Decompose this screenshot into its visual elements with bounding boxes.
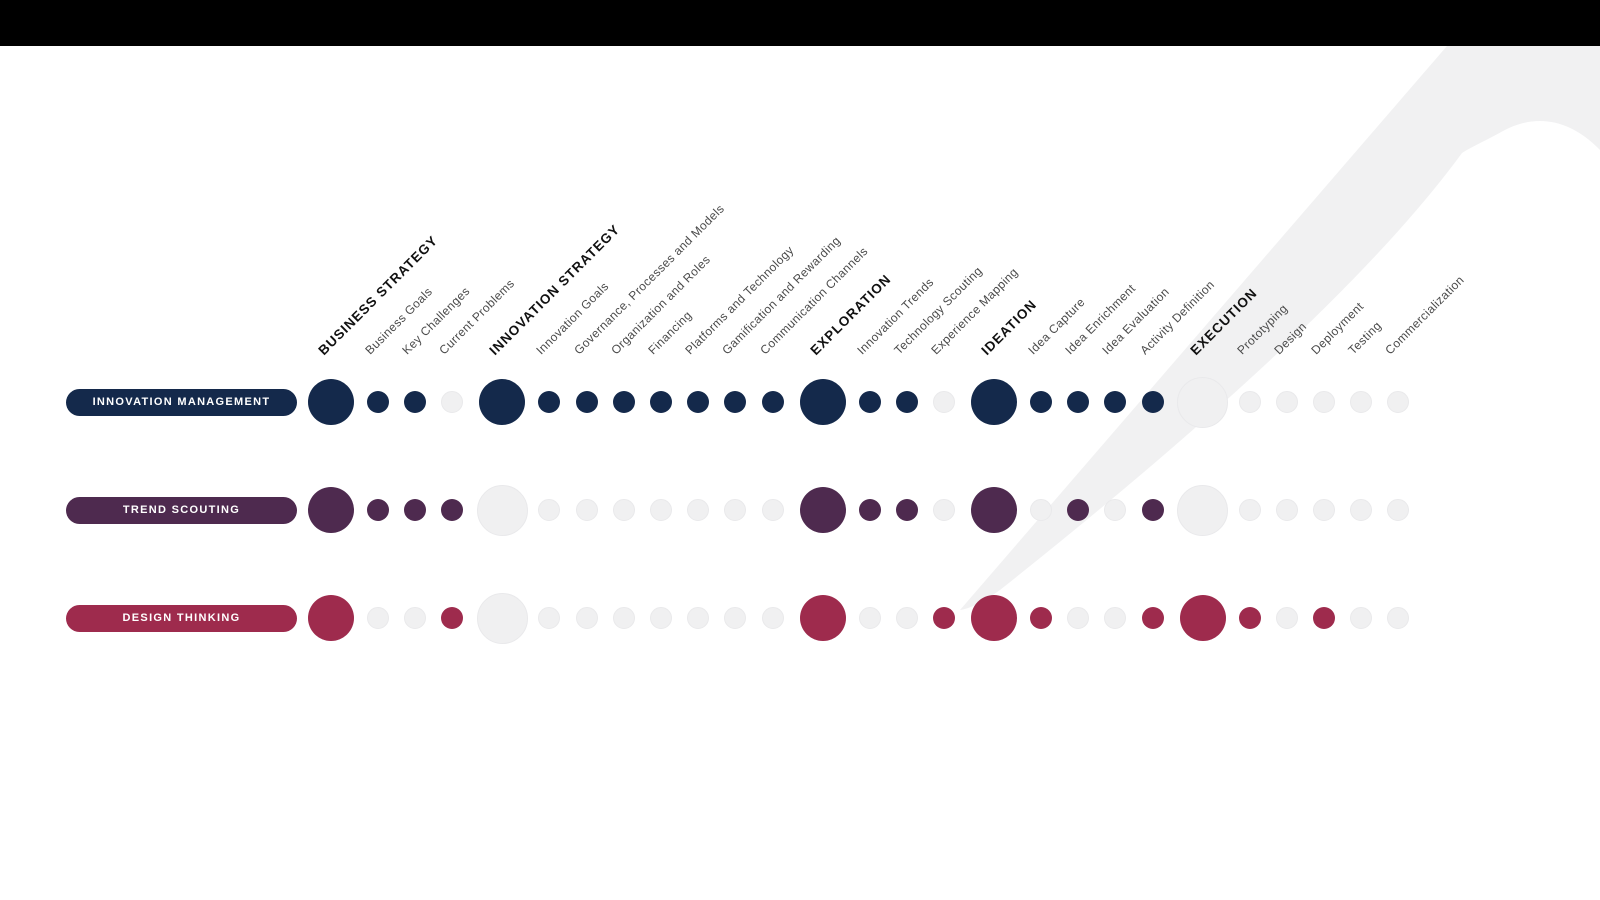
matrix-dot-innovation-management-idea-enrichment [1067, 391, 1090, 413]
matrix-dot-trend-scouting-commercialization [1387, 499, 1410, 521]
matrix-dot-design-thinking-technology-scouting [895, 607, 918, 629]
matrix-dot-design-thinking-execution [1179, 595, 1226, 641]
matrix-dot-trend-scouting-deployment [1313, 499, 1335, 521]
matrix-dot-trend-scouting-design [1275, 499, 1298, 521]
matrix-dot-trend-scouting-communication-channels [761, 499, 784, 521]
matrix-dot-trend-scouting-innovation-strategy [476, 484, 528, 536]
matrix-dot-innovation-management-innovation-strategy [479, 379, 526, 425]
matrix-dot-innovation-management-execution [1177, 376, 1229, 428]
row-label-text: DESIGN THINKING [122, 612, 241, 624]
matrix-dot-trend-scouting-prototyping [1238, 499, 1261, 521]
matrix-dot-design-thinking-business-goals [367, 607, 389, 629]
matrix-dot-design-thinking-experience-mapping [933, 607, 955, 629]
column-label-commercialization: Commercialization [1382, 272, 1468, 358]
matrix-dot-innovation-management-gamification-and-rewarding [724, 391, 747, 413]
matrix-dot-innovation-management-prototyping [1238, 391, 1261, 413]
matrix-dot-trend-scouting-business-strategy [308, 487, 354, 533]
matrix-dot-design-thinking-business-strategy [308, 595, 354, 641]
matrix-dot-innovation-management-innovation-trends [858, 391, 881, 413]
matrix-dot-innovation-management-idea-capture [1030, 391, 1052, 413]
matrix-dot-innovation-management-key-challenges [404, 391, 427, 413]
matrix-dot-trend-scouting-technology-scouting [895, 499, 918, 521]
matrix-dot-design-thinking-gamification-and-rewarding [724, 607, 747, 629]
matrix-dot-design-thinking-testing [1350, 607, 1373, 629]
matrix-dot-innovation-management-communication-channels [761, 391, 784, 413]
matrix-dot-innovation-management-platforms-and-technology [687, 391, 710, 413]
matrix-dot-innovation-management-idea-evaluation [1104, 391, 1127, 413]
matrix-dot-innovation-management-business-goals [367, 391, 389, 413]
matrix-dot-trend-scouting-activity-definition [1141, 499, 1164, 521]
matrix-dot-trend-scouting-organization-and-roles [612, 499, 635, 521]
matrix-dot-design-thinking-organization-and-roles [612, 607, 635, 629]
matrix-dot-design-thinking-innovation-trends [858, 607, 881, 629]
matrix-dot-design-thinking-innovation-goals [538, 607, 561, 629]
matrix-dot-trend-scouting-current-problems [441, 499, 464, 521]
matrix-dot-trend-scouting-idea-enrichment [1067, 499, 1090, 521]
matrix-dot-design-thinking-design [1275, 607, 1298, 629]
matrix-dot-trend-scouting-financing [650, 499, 672, 521]
matrix-dot-trend-scouting-testing [1350, 499, 1373, 521]
matrix-dot-design-thinking-deployment [1313, 607, 1335, 629]
row-label-text: TREND SCOUTING [122, 504, 241, 516]
top-black-bar [0, 0, 1600, 46]
matrix-dot-design-thinking-current-problems [441, 607, 464, 629]
matrix-dot-trend-scouting-business-goals [367, 499, 389, 521]
matrix-dot-innovation-management-current-problems [441, 391, 464, 413]
matrix-dot-innovation-management-ideation [971, 379, 1017, 425]
row-label-text: INNOVATION MANAGEMENT [92, 396, 271, 408]
matrix-dot-innovation-management-activity-definition [1141, 391, 1164, 413]
matrix-dot-innovation-management-business-strategy [308, 379, 354, 425]
matrix-dot-innovation-management-technology-scouting [895, 391, 918, 413]
matrix-dot-design-thinking-financing [650, 607, 672, 629]
matrix-dot-design-thinking-idea-capture [1030, 607, 1052, 629]
matrix-dot-trend-scouting-gamification-and-rewarding [724, 499, 747, 521]
matrix-dot-trend-scouting-idea-evaluation [1104, 499, 1127, 521]
matrix-dot-trend-scouting-platforms-and-technology [687, 499, 710, 521]
matrix-dot-trend-scouting-idea-capture [1030, 499, 1052, 521]
matrix-dot-trend-scouting-exploration [799, 487, 846, 533]
row-label-pill-design-thinking: DESIGN THINKING [66, 604, 297, 632]
matrix-dot-innovation-management-exploration [799, 379, 846, 425]
matrix-dot-innovation-management-innovation-goals [538, 391, 561, 413]
swoosh-shape [960, 46, 1600, 610]
matrix-dot-innovation-management-experience-mapping [933, 391, 955, 413]
matrix-dot-design-thinking-innovation-strategy [476, 592, 528, 644]
matrix-dot-design-thinking-activity-definition [1141, 607, 1164, 629]
matrix-dot-innovation-management-commercialization [1387, 391, 1410, 413]
matrix-dot-design-thinking-ideation [971, 595, 1017, 641]
matrix-dot-design-thinking-idea-evaluation [1104, 607, 1127, 629]
matrix-dot-design-thinking-key-challenges [404, 607, 427, 629]
matrix-dot-trend-scouting-experience-mapping [933, 499, 955, 521]
matrix-dot-design-thinking-communication-channels [761, 607, 784, 629]
row-label-pill-innovation-management: INNOVATION MANAGEMENT [66, 388, 297, 416]
matrix-dot-innovation-management-testing [1350, 391, 1373, 413]
matrix-dot-design-thinking-prototyping [1238, 607, 1261, 629]
matrix-dot-design-thinking-governance-processes-and-models [575, 607, 598, 629]
matrix-dot-innovation-management-organization-and-roles [612, 391, 635, 413]
matrix-dot-innovation-management-financing [650, 391, 672, 413]
matrix-dot-trend-scouting-key-challenges [404, 499, 427, 521]
matrix-dot-design-thinking-commercialization [1387, 607, 1410, 629]
row-label-pill-trend-scouting: TREND SCOUTING [66, 496, 297, 524]
matrix-dot-innovation-management-deployment [1313, 391, 1335, 413]
matrix-dot-trend-scouting-execution [1177, 484, 1229, 536]
matrix-dot-trend-scouting-ideation [971, 487, 1017, 533]
matrix-dot-innovation-management-governance-processes-and-models [575, 391, 598, 413]
matrix-dot-design-thinking-idea-enrichment [1067, 607, 1090, 629]
matrix-dot-design-thinking-exploration [799, 595, 846, 641]
matrix-dot-innovation-management-design [1275, 391, 1298, 413]
matrix-dot-trend-scouting-innovation-goals [538, 499, 561, 521]
matrix-dot-trend-scouting-governance-processes-and-models [575, 499, 598, 521]
matrix-dot-design-thinking-platforms-and-technology [687, 607, 710, 629]
matrix-dot-trend-scouting-innovation-trends [858, 499, 881, 521]
